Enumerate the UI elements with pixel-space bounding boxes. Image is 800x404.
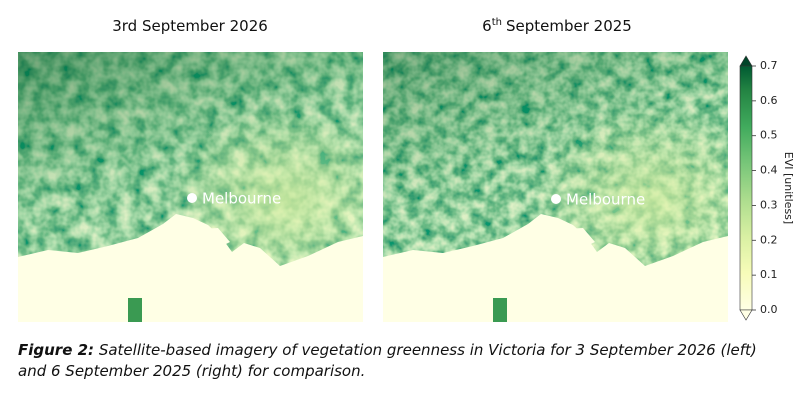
caption-text: Satellite-based imagery of vegetation gr…	[18, 341, 757, 380]
caption: Figure 2: Satellite-based imagery of veg…	[18, 340, 788, 382]
colorbar-tick-label: 0.3	[760, 198, 778, 211]
colorbar-tick-label: 0.0	[760, 303, 778, 316]
panel-title: 3rd September 2026	[112, 17, 268, 35]
colorbar-tick-label: 0.2	[760, 233, 778, 246]
evi-map	[383, 52, 728, 322]
colorbar-tick-label: 0.1	[760, 268, 778, 281]
panel-title: 6th September 2025	[482, 17, 632, 35]
title-superscript: th	[492, 17, 502, 28]
city-label: Melbourne	[566, 191, 645, 209]
colorbar-tick-label: 0.4	[760, 164, 778, 177]
title-number: 6	[482, 17, 492, 35]
colorbar-tick-label: 0.7	[760, 59, 778, 72]
colorbar-label: EVI [unitless]	[782, 152, 795, 224]
city-marker	[187, 193, 197, 203]
city-marker	[551, 194, 561, 204]
colorbar	[739, 55, 753, 321]
caption-label: Figure 2:	[18, 341, 95, 359]
colorbar-tick-label: 0.6	[760, 94, 778, 107]
city-label: Melbourne	[202, 190, 281, 208]
title-rest: September 2025	[506, 17, 632, 35]
evi-map	[18, 52, 363, 322]
colorbar-tick-label: 0.5	[760, 129, 778, 142]
